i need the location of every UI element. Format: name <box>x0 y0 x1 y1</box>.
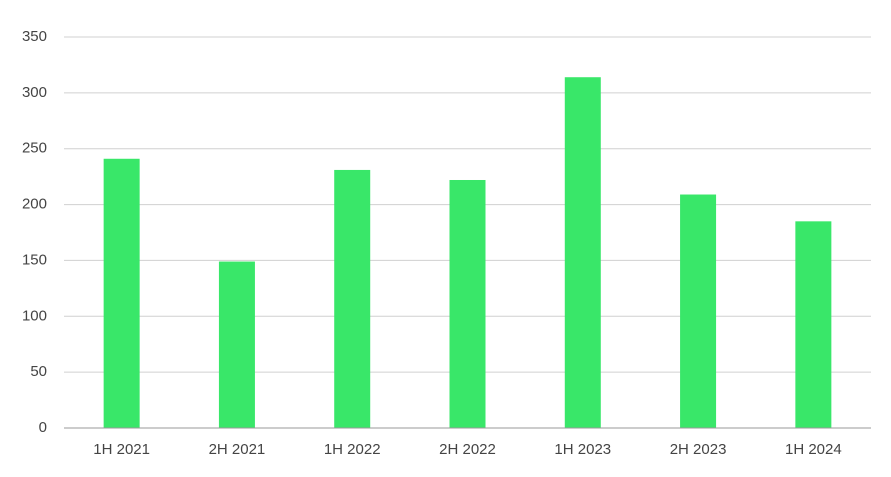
x-tick-label: 1H 2024 <box>785 441 842 458</box>
y-tick-label: 350 <box>22 28 47 45</box>
bar <box>103 158 140 429</box>
x-tick-label: 2H 2021 <box>209 441 266 458</box>
bar <box>449 179 486 428</box>
bar <box>564 77 601 429</box>
y-tick-label: 150 <box>22 251 47 268</box>
y-tick-label: 300 <box>22 84 47 101</box>
y-tick-label: 250 <box>22 140 47 157</box>
bar <box>218 261 255 428</box>
bar <box>795 221 832 428</box>
bar <box>334 169 371 428</box>
y-tick-label: 50 <box>30 363 47 380</box>
bar <box>680 194 717 428</box>
x-tick-label: 1H 2022 <box>324 441 381 458</box>
y-tick-label: 0 <box>39 419 47 436</box>
x-tick-label: 2H 2023 <box>670 441 727 458</box>
y-tick-label: 100 <box>22 307 47 324</box>
y-tick-label: 200 <box>22 196 47 213</box>
x-tick-label: 2H 2022 <box>439 441 496 458</box>
x-tick-label: 1H 2023 <box>554 441 611 458</box>
x-tick-label: 1H 2021 <box>93 441 150 458</box>
